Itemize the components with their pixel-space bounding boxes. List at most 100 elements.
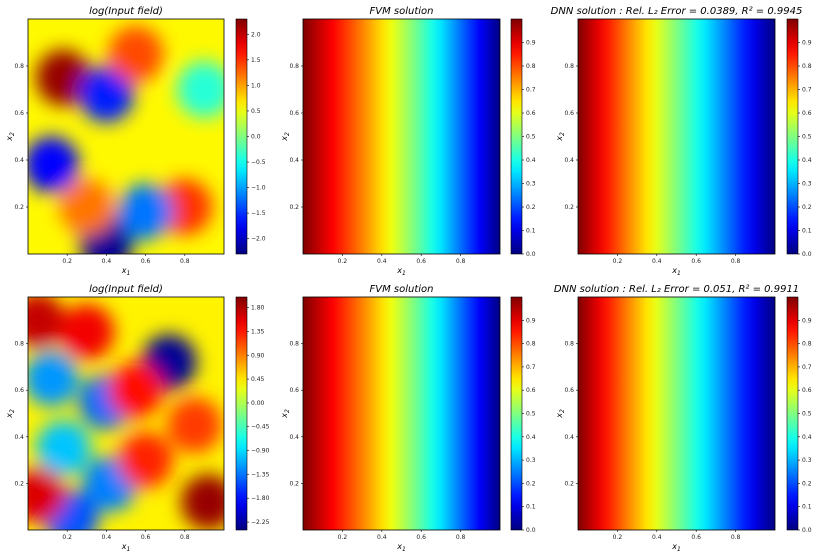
axes-frame — [27, 18, 225, 255]
field-feature — [118, 432, 174, 489]
panel-2: FVM solution 0.2 0.4 0.6 0.8 0.2 0.4 0.6 0.8 x1 x2… — [280, 6, 536, 277]
y-tick-label: 0.2 — [564, 480, 574, 487]
x-tick-label: 0.2 — [62, 258, 72, 265]
colorbar-tick-label: 1.0 — [251, 82, 261, 89]
colorbar-tick-label: 0.0 — [526, 527, 536, 534]
axes-frame — [577, 296, 776, 531]
x-tick-label: 0.6 — [691, 534, 701, 541]
field-feature — [78, 66, 134, 123]
solution-field — [578, 19, 775, 254]
colorbar-tick-label: 0.5 — [526, 411, 536, 418]
colorbar — [235, 18, 248, 255]
colorbar-tick-label: −0.45 — [251, 424, 270, 431]
axes-frame — [302, 296, 501, 531]
x-tick-label: 0.6 — [141, 534, 151, 541]
panel-title: log(Input field) — [89, 6, 163, 17]
field-feature — [180, 474, 224, 530]
x-axis-label: x1 — [121, 542, 131, 553]
colorbar-tick-label: −2.25 — [251, 519, 270, 526]
panel-title: FVM solution — [370, 284, 434, 295]
panel-title: DNN solution : Rel. L₂ Error = 0.051, R²… — [554, 284, 799, 295]
y-axis-label: x2 — [555, 132, 566, 142]
axes-frame — [577, 18, 776, 255]
colorbar-tick-label: 0.8 — [802, 63, 812, 70]
colorbar-tick-label: 0.2 — [526, 480, 536, 487]
panel-title: FVM solution — [370, 6, 434, 17]
y-tick-label: 0.6 — [289, 110, 299, 117]
panel-5: FVM solution 0.2 0.4 0.6 0.8 0.2 0.4 0.6 0.8 x1 x2… — [280, 284, 536, 553]
x-tick-label: 0.2 — [338, 258, 348, 265]
y-tick-label: 0.4 — [14, 434, 24, 441]
colorbar-tick-label: 0.3 — [802, 457, 812, 464]
y-axis-label: x2 — [280, 132, 291, 142]
colorbar — [510, 296, 523, 531]
field-feature — [118, 183, 174, 240]
colorbar-tick-label: 0.4 — [802, 157, 812, 164]
colorbar-tick-label: 0.6 — [802, 387, 812, 394]
field-feature — [59, 178, 115, 236]
colorbar-tick-label: 0.9 — [802, 40, 812, 47]
y-tick-label: 0.4 — [289, 157, 299, 164]
y-axis-label: x2 — [555, 409, 566, 419]
x-tick-label: 0.4 — [377, 258, 387, 265]
colorbar-tick-label: 0.4 — [526, 157, 536, 164]
colorbar-tick-label: −0.90 — [251, 448, 270, 455]
colorbar-tick-label: 0.5 — [526, 134, 536, 141]
x-tick-label: 0.2 — [613, 258, 623, 265]
y-tick-label: 0.6 — [14, 110, 24, 117]
colorbar-tick-label: 0.6 — [526, 110, 536, 117]
colorbar-tick-label: 0.6 — [526, 387, 536, 394]
panel-6: DNN solution : Rel. L₂ Error = 0.051, R²… — [554, 284, 812, 553]
field-feature — [28, 136, 79, 193]
x-tick-label: 0.6 — [141, 258, 151, 265]
y-tick-label: 0.8 — [289, 341, 299, 348]
x-tick-label: 0.8 — [731, 534, 741, 541]
colorbar-tick-label: 1.80 — [251, 305, 265, 312]
axes-frame — [302, 18, 501, 255]
colorbar — [786, 18, 799, 255]
field-feature — [28, 297, 66, 349]
x-tick-label: 0.8 — [456, 258, 466, 265]
panel-title: log(Input field) — [89, 284, 163, 295]
colorbar — [235, 296, 248, 531]
colorbar-tick-label: 0.7 — [526, 87, 536, 94]
colorbar-tick-label: 0.2 — [802, 480, 812, 487]
colorbar-tick-label: 0.9 — [526, 317, 536, 324]
field-feature — [176, 61, 224, 118]
colorbar-tick-label: 0.4 — [526, 434, 536, 441]
solution-field — [578, 297, 775, 530]
field-feature — [108, 26, 164, 83]
y-tick-label: 0.4 — [14, 157, 24, 164]
panel-3: DNN solution : Rel. L₂ Error = 0.0389, R… — [551, 6, 812, 277]
colorbar-tick-label: 0.9 — [526, 40, 536, 47]
colorbar-tick-label: 0.4 — [802, 434, 812, 441]
heatmap-field — [28, 26, 224, 254]
colorbar-tick-label: 0.5 — [251, 108, 261, 115]
colorbar-tick-label: 0.0 — [802, 527, 812, 534]
y-tick-label: 0.6 — [14, 387, 24, 394]
x-tick-label: 0.2 — [62, 534, 72, 541]
panel-1: log(Input field) 0.2 0.4 0.6 0.8 0.2 0.4 0.6 0.8… — [5, 6, 266, 277]
colorbar-tick-label: 0.6 — [802, 110, 812, 117]
field-feature — [28, 350, 79, 407]
y-tick-label: 0.6 — [564, 387, 574, 394]
colorbar-tick-label: 0.8 — [802, 341, 812, 348]
colorbar-tick-label: 0.0 — [526, 251, 536, 258]
colorbar-tick-label: 0.00 — [251, 400, 265, 407]
colorbar-tick-label: 0.5 — [802, 134, 812, 141]
panel-4: log(Input field) 0.2 0.4 0.6 0.8 0.2 0.4 0.6 0.8… — [5, 284, 270, 553]
x-tick-label: 0.4 — [652, 534, 662, 541]
y-tick-label: 0.2 — [14, 480, 24, 487]
y-axis-label: x2 — [5, 409, 16, 419]
colorbar-tick-label: 0.5 — [802, 411, 812, 418]
heatmap-field — [28, 297, 224, 530]
x-tick-label: 0.4 — [377, 534, 387, 541]
colorbar — [510, 18, 523, 255]
colorbar-tick-label: −1.35 — [251, 471, 270, 478]
field-feature — [108, 362, 164, 419]
colorbar-tick-label: 0.8 — [526, 63, 536, 70]
x-tick-label: 0.2 — [338, 534, 348, 541]
colorbar-tick-label: 0.2 — [802, 204, 812, 211]
colorbar-tick-label: 0.0 — [251, 134, 261, 141]
